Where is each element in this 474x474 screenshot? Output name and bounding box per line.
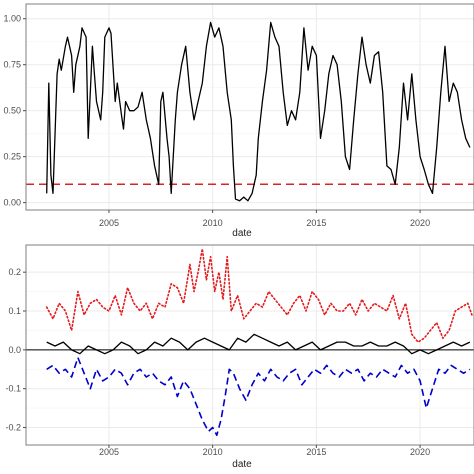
x-tick-label: 2015 xyxy=(306,218,326,228)
y-tick-label: 0.00 xyxy=(3,198,21,208)
y-tick-label: 0.1 xyxy=(8,306,21,316)
plot-area xyxy=(25,244,474,446)
x-tick-label: 2020 xyxy=(410,447,430,457)
bottom-panel-lower-coefficients-chart: -0.2 -0.1 0.0 0.1 0.2 2005 2010 2015 2020 date xyxy=(5,244,474,470)
series-line-3 xyxy=(46,356,471,437)
series-line-2 xyxy=(46,333,471,355)
series-line-1 xyxy=(45,248,473,343)
x-tick-label: 2010 xyxy=(203,447,223,457)
y-tick-label: 0.75 xyxy=(3,60,21,70)
x-tick-label: 2015 xyxy=(306,447,326,457)
x-axis-title: date xyxy=(232,228,252,239)
y-tick-label: 0.0 xyxy=(8,345,21,355)
y-tick-label: -0.1 xyxy=(5,384,21,394)
x-axis-title: date xyxy=(232,459,252,470)
plot-border xyxy=(25,3,474,211)
y-tick-label: 1.00 xyxy=(3,14,21,24)
top-panel-upper-probability-chart: 0.00 0.25 0.50 0.75 1.00 2005 2010 2015 2020 date xyxy=(3,3,474,239)
y-tick-label: -0.2 xyxy=(5,423,21,433)
x-tick-label: 2005 xyxy=(99,447,119,457)
plot-border xyxy=(25,244,474,446)
y-tick-label: 0.2 xyxy=(8,267,21,277)
x-tick-label: 2010 xyxy=(203,218,223,228)
series-line-1 xyxy=(46,21,471,202)
plot-area xyxy=(25,3,474,211)
x-tick-label: 2020 xyxy=(410,218,430,228)
x-tick-label: 2005 xyxy=(99,218,119,228)
y-tick-label: 0.50 xyxy=(3,106,21,116)
y-tick-label: 0.25 xyxy=(3,152,21,162)
